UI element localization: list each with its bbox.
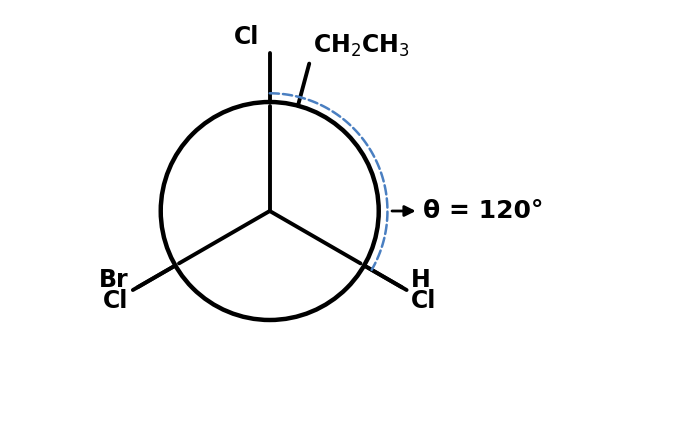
Text: H: H	[411, 268, 430, 292]
Text: Cl: Cl	[411, 289, 436, 313]
Text: CH$_2$CH$_3$: CH$_2$CH$_3$	[314, 33, 411, 60]
Text: θ = 120°: θ = 120°	[423, 199, 544, 223]
Text: Cl: Cl	[103, 289, 129, 313]
Text: Br: Br	[99, 268, 129, 292]
Text: Cl: Cl	[234, 25, 259, 49]
